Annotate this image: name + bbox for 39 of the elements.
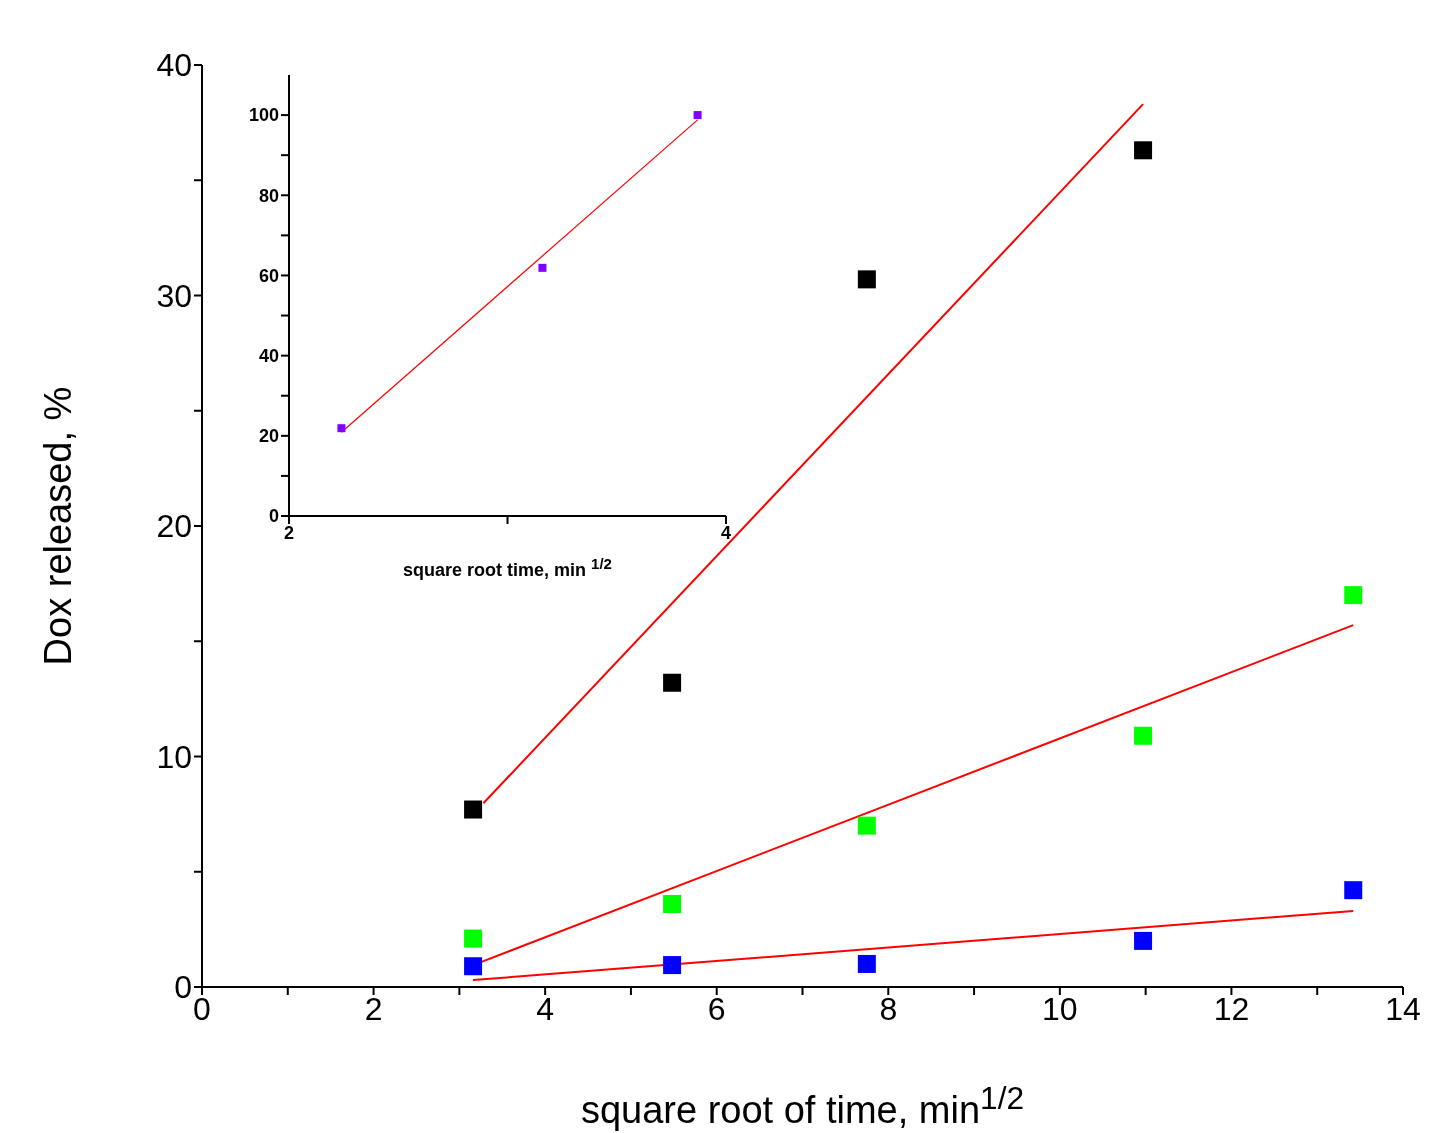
- point: [464, 957, 483, 976]
- point: [857, 954, 876, 973]
- x-tick-label: 10: [1042, 990, 1078, 1027]
- y-tick-label: 60: [258, 265, 279, 286]
- y-tick-label: 80: [258, 185, 279, 206]
- x-tick-label: 8: [879, 990, 898, 1027]
- x-tick-label: 2: [283, 522, 295, 543]
- x-tick-label: 14: [1385, 990, 1421, 1027]
- point: [538, 263, 547, 272]
- point: [663, 956, 682, 975]
- x-axis-title: square root of time, min$^{1/2}$: [579, 1080, 1026, 1132]
- y-tick-label: 20: [258, 426, 279, 447]
- y-tick-label: 20: [156, 508, 192, 545]
- point: [693, 111, 702, 120]
- point: [464, 800, 483, 819]
- x-axis-title: square root time, min $^{1/2}$: [402, 555, 613, 581]
- point: [663, 895, 682, 914]
- x-tick-label: 4: [720, 522, 732, 543]
- x-tick-label: 4: [536, 990, 555, 1027]
- y-axis-title: Dox released, %: [36, 386, 80, 666]
- y-tick-label: 0: [268, 506, 279, 527]
- point: [1344, 881, 1363, 900]
- point: [1134, 141, 1153, 160]
- point: [1134, 726, 1153, 745]
- point: [1134, 931, 1153, 950]
- y-tick-label: 10: [156, 738, 192, 775]
- x-tick-label: 12: [1213, 990, 1250, 1027]
- point: [857, 270, 876, 289]
- y-tick-label: 40: [258, 346, 279, 367]
- point: [464, 929, 483, 948]
- x-tick-label: 2: [364, 990, 383, 1027]
- point: [857, 816, 876, 835]
- y-tick-label: 40: [156, 47, 192, 84]
- y-tick-label: 100: [248, 105, 279, 126]
- point: [663, 673, 682, 692]
- point: [337, 424, 346, 433]
- point: [1344, 586, 1363, 605]
- y-tick-label: 30: [156, 277, 192, 314]
- x-tick-label: 6: [707, 990, 726, 1027]
